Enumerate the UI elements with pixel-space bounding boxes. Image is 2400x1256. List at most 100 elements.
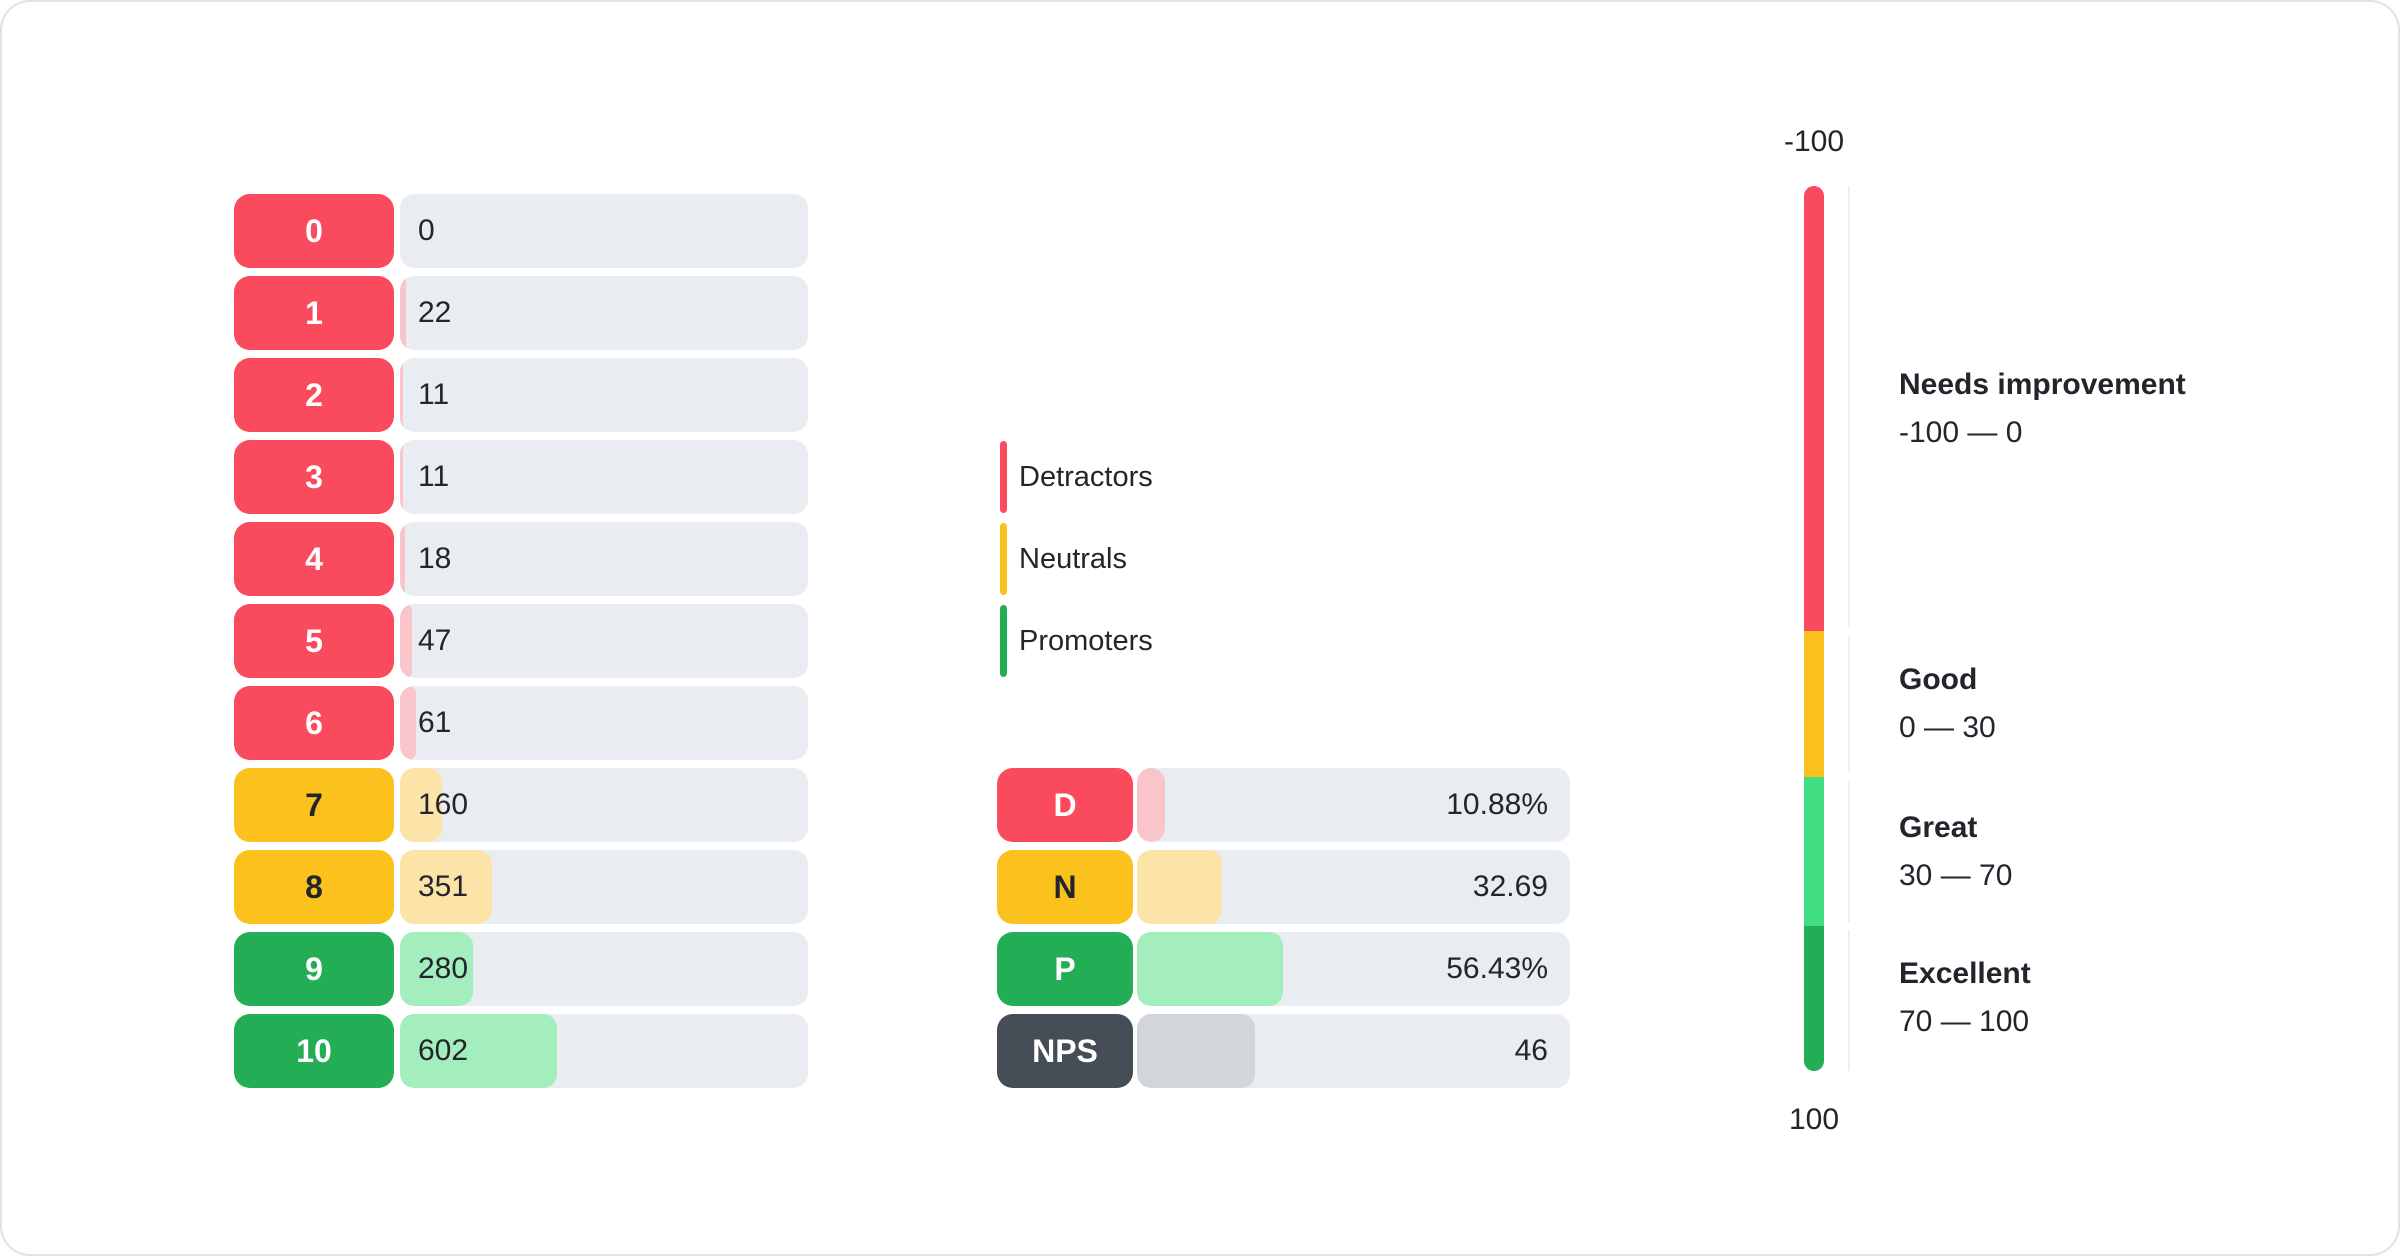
- score-badge: 6: [234, 686, 394, 760]
- summary-badge: N: [997, 850, 1133, 924]
- summary-row: P 56.43%: [997, 932, 1570, 1006]
- gauge-segment-excellent: [1804, 925, 1824, 1071]
- score-distribution-chart: 0 0 1 22 2 11 3 11 4 18 5: [234, 194, 808, 1088]
- gauge-axis-line: [1848, 929, 1850, 1071]
- summary-value-label: 10.88%: [1446, 788, 1548, 821]
- gauge-band-title: Good: [1899, 663, 1978, 697]
- legend-color-tick-icon: [1000, 523, 1007, 595]
- summary-badge: D: [997, 768, 1133, 842]
- category-legend: Detractors Neutrals Promoters: [1000, 440, 1153, 678]
- summary-row: D 10.88%: [997, 768, 1570, 842]
- gauge-band-label: Needs improvement -100 — 0: [1899, 368, 2186, 450]
- summary-badge: NPS: [997, 1014, 1133, 1088]
- legend-color-tick-icon: [1000, 441, 1007, 513]
- score-row: 4 18: [234, 522, 808, 596]
- score-count-label: 11: [418, 378, 450, 411]
- gauge-band-title: Great: [1899, 810, 1978, 844]
- summary-value-label: 56.43%: [1446, 952, 1548, 985]
- score-row: 9 280: [234, 932, 808, 1006]
- gauge-band-range: -100 — 0: [1899, 415, 2023, 449]
- score-bar-fill: [400, 1014, 558, 1088]
- legend-item-promoters[interactable]: Promoters: [1000, 604, 1153, 678]
- score-count-label: 61: [418, 706, 452, 739]
- score-count-label: 351: [418, 870, 469, 903]
- score-count-label: 11: [418, 460, 450, 493]
- summary-bar-fill: [1137, 1014, 1256, 1088]
- score-row: 8 351: [234, 850, 808, 924]
- summary-row: NPS 46: [997, 1014, 1570, 1088]
- gauge-band-range: 0 — 30: [1899, 711, 1996, 745]
- score-row: 6 61: [234, 686, 808, 760]
- score-count-label: 160: [418, 788, 469, 821]
- score-bar-fill: [400, 686, 416, 760]
- gauge-band-label: Great 30 — 70: [1899, 811, 2012, 893]
- score-bar-fill: [400, 440, 403, 514]
- score-badge: 2: [234, 358, 394, 432]
- gauge-band-range: 70 — 100: [1899, 1005, 2030, 1039]
- score-row: 5 47: [234, 604, 808, 678]
- score-bar-track: 47: [400, 604, 808, 678]
- score-count-label: 602: [418, 1034, 469, 1067]
- score-badge: 4: [234, 522, 394, 596]
- score-badge: 10: [234, 1014, 394, 1088]
- gauge-band-title: Excellent: [1899, 957, 2031, 991]
- gauge-axis-line: [1848, 781, 1850, 922]
- score-count-label: 47: [418, 624, 452, 657]
- score-bar-track: 11: [400, 440, 808, 514]
- score-bar-track: 602: [400, 1014, 808, 1088]
- score-bar-fill: [400, 768, 442, 842]
- score-row: 10 602: [234, 1014, 808, 1088]
- summary-bar-fill: [1137, 850, 1222, 924]
- score-bar-fill: [400, 850, 492, 924]
- score-bar-track: 18: [400, 522, 808, 596]
- gauge-max-label: 100: [1788, 1103, 1840, 1136]
- summary-bar-track: 46: [1137, 1014, 1570, 1088]
- score-row: 7 160: [234, 768, 808, 842]
- summary-bar-track: 32.69: [1137, 850, 1570, 924]
- gauge-segment-great: [1804, 777, 1824, 926]
- summary-row: N 32.69: [997, 850, 1570, 924]
- summary-bar-track: 56.43%: [1137, 932, 1570, 1006]
- score-count-label: 22: [418, 296, 452, 329]
- summary-value-label: 46: [1514, 1034, 1548, 1067]
- score-badge: 8: [234, 850, 394, 924]
- gauge-band-range: 30 — 70: [1899, 858, 2013, 892]
- gauge-min-label: -100: [1783, 125, 1845, 158]
- score-count-label: 280: [418, 952, 469, 985]
- score-bar-fill: [400, 604, 413, 678]
- score-badge: 9: [234, 932, 394, 1006]
- summary-badge: P: [997, 932, 1133, 1006]
- score-bar-track: 61: [400, 686, 808, 760]
- legend-color-tick-icon: [1000, 605, 1007, 677]
- summary-bar-track: 10.88%: [1137, 768, 1570, 842]
- summary-bar-fill: [1137, 932, 1284, 1006]
- score-bar-track: 280: [400, 932, 808, 1006]
- score-badge: 1: [234, 276, 394, 350]
- score-badge: 5: [234, 604, 394, 678]
- score-count-label: 18: [418, 542, 452, 575]
- score-bar-track: 22: [400, 276, 808, 350]
- score-row: 2 11: [234, 358, 808, 432]
- score-row: 3 11: [234, 440, 808, 514]
- legend-item-label: Detractors: [1019, 460, 1153, 493]
- score-bar-fill: [400, 358, 403, 432]
- nps-gauge-bar: [1804, 186, 1824, 1071]
- score-bar-track: 11: [400, 358, 808, 432]
- legend-item-detractors[interactable]: Detractors: [1000, 440, 1153, 514]
- summary-value-label: 32.69: [1472, 870, 1548, 903]
- score-bar-fill: [400, 522, 405, 596]
- score-badge: 3: [234, 440, 394, 514]
- score-bar-track: 0: [400, 194, 808, 268]
- gauge-band-title: Needs improvement: [1899, 367, 2186, 401]
- legend-item-label: Promoters: [1019, 624, 1153, 657]
- nps-summary-chart: D 10.88% N 32.69 P 56.43% NPS 46: [997, 768, 1570, 1088]
- gauge-axis-line: [1848, 635, 1850, 774]
- gauge-segment-needs-improvement: [1804, 186, 1824, 632]
- legend-item-label: Neutrals: [1019, 542, 1127, 575]
- gauge-axis-line: [1848, 186, 1850, 628]
- score-badge: 7: [234, 768, 394, 842]
- legend-item-neutrals[interactable]: Neutrals: [1000, 522, 1153, 596]
- score-bar-track: 160: [400, 768, 808, 842]
- score-row: 1 22: [234, 276, 808, 350]
